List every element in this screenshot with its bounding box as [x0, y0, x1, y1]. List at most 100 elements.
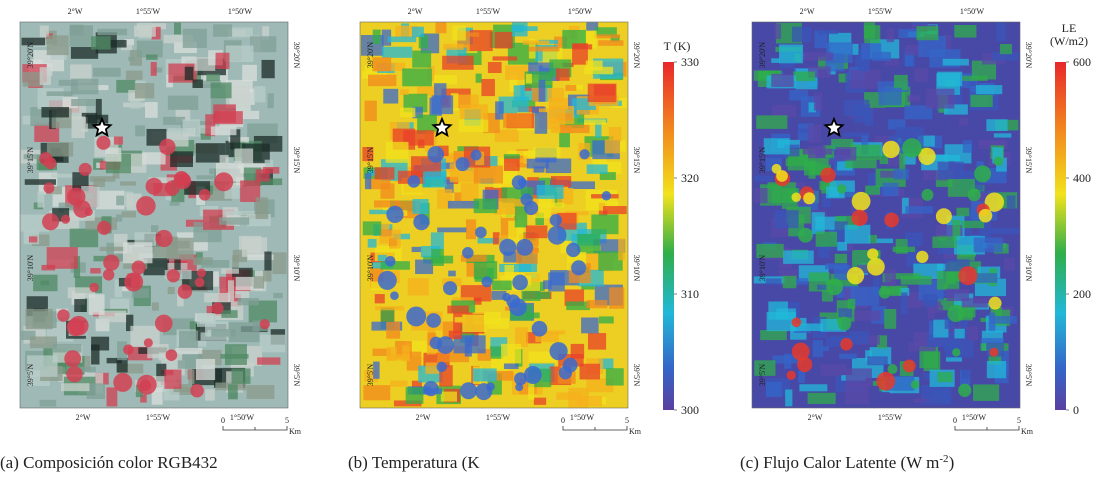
map-texture	[272, 252, 287, 275]
map-texture	[944, 317, 955, 329]
map-texture	[263, 269, 272, 282]
map-texture	[374, 294, 385, 304]
map-texture	[464, 336, 472, 357]
map-texture	[791, 26, 812, 43]
map-texture	[412, 106, 423, 119]
map-texture	[844, 384, 869, 405]
map-field	[882, 140, 900, 159]
map-texture	[839, 353, 857, 360]
map-texture	[560, 124, 590, 134]
map-field	[826, 278, 843, 296]
map-field	[390, 291, 399, 300]
map-texture	[535, 330, 566, 335]
map-field	[155, 229, 173, 248]
map-texture	[362, 147, 374, 162]
map-texture	[498, 96, 529, 114]
colorbar	[663, 62, 674, 410]
map-texture	[385, 141, 409, 163]
map-frame	[19, 21, 289, 409]
map-texture	[95, 98, 102, 120]
map-texture	[992, 51, 1019, 61]
map-texture	[71, 99, 96, 107]
map-texture	[900, 292, 908, 315]
map-texture	[758, 70, 781, 79]
map-texture	[262, 26, 270, 41]
map-texture	[531, 106, 546, 114]
map-texture	[767, 182, 796, 203]
map-texture	[69, 25, 94, 47]
map-texture	[412, 50, 432, 68]
map-texture	[849, 69, 881, 89]
map-texture	[509, 74, 518, 93]
map-frame	[359, 21, 629, 409]
lon-label: 2°W	[76, 413, 91, 422]
lon-label: 1°55'W	[868, 7, 893, 16]
map-texture	[386, 354, 410, 361]
map-texture	[227, 27, 253, 38]
lat-label: 39°20'N	[292, 42, 301, 69]
map-texture	[893, 168, 909, 180]
map-field	[910, 380, 920, 389]
map-texture	[192, 80, 221, 88]
map-texture	[264, 159, 274, 168]
map-texture	[503, 154, 520, 159]
map-texture	[411, 26, 424, 38]
map-texture	[863, 22, 876, 39]
map-texture	[167, 286, 175, 295]
map-texture	[814, 30, 828, 49]
map-texture	[591, 214, 619, 235]
map-texture	[905, 52, 914, 67]
map-field	[884, 212, 900, 228]
map-field	[921, 188, 934, 201]
map-field	[481, 276, 493, 288]
map-texture	[167, 128, 194, 134]
map-texture	[224, 211, 255, 216]
map-texture	[121, 211, 136, 218]
map-texture	[560, 231, 569, 254]
map-texture	[884, 59, 899, 66]
map-texture	[826, 186, 845, 199]
map-texture	[525, 225, 548, 239]
map-texture	[834, 221, 848, 243]
colorbar-label: 0	[1073, 403, 1079, 417]
map-texture	[151, 26, 161, 40]
map-texture	[443, 43, 464, 50]
map-texture	[122, 286, 129, 292]
map-texture	[821, 284, 833, 302]
map-texture	[98, 310, 127, 323]
map-texture	[593, 34, 621, 39]
map-field	[131, 260, 146, 275]
map-texture	[880, 170, 903, 178]
map-texture	[90, 268, 101, 274]
map-field	[377, 270, 397, 290]
map-texture	[598, 251, 623, 271]
map-field	[876, 371, 896, 391]
map-field	[549, 342, 568, 361]
map-texture	[605, 201, 619, 209]
map-texture	[231, 368, 251, 384]
map-texture	[128, 56, 135, 61]
map-texture	[791, 323, 823, 332]
map-texture	[843, 99, 870, 116]
map-texture	[917, 135, 935, 147]
map-texture	[487, 318, 509, 329]
map-texture	[942, 58, 969, 66]
map-field	[887, 363, 898, 375]
scale-bar	[954, 426, 1020, 431]
map-texture	[492, 280, 512, 291]
map-texture	[517, 106, 544, 116]
map-field	[427, 145, 445, 163]
map-field	[512, 274, 528, 291]
map-texture	[503, 156, 520, 171]
map-texture	[69, 228, 99, 248]
station-star	[91, 116, 113, 138]
map-field	[113, 372, 133, 392]
map-texture	[425, 362, 439, 374]
map-texture	[789, 89, 809, 101]
map-field	[958, 383, 972, 397]
map-texture	[431, 248, 444, 266]
map-texture	[117, 363, 144, 374]
map-texture	[373, 361, 380, 379]
map-texture	[473, 198, 498, 214]
map-texture	[81, 117, 88, 132]
